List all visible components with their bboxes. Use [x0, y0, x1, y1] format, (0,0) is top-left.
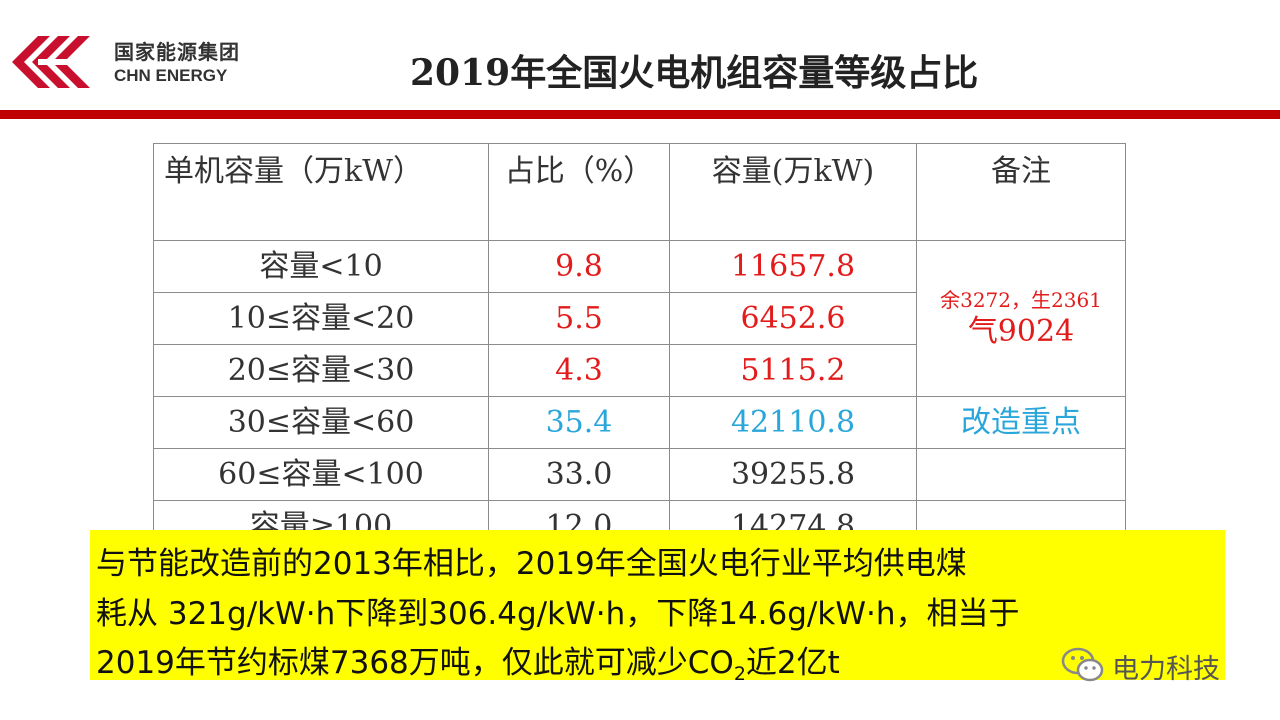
summary-highlight-box [90, 530, 1225, 680]
capacity-table: 单机容量（万kW） 占比（%） 容量(万kW) 备注 容量<10 9.8 116… [153, 143, 1126, 553]
header-capacity: 容量(万kW) [669, 143, 917, 241]
wechat-icon [1061, 647, 1104, 682]
summary-line-3-prefix: 2019年节约标煤7368万吨，仅此就可减少CO [96, 645, 734, 681]
header-note: 备注 [916, 143, 1126, 241]
summary-line-3-suffix: 近2亿t [745, 645, 840, 681]
header-unit-capacity: 单机容量（万kW） [153, 143, 489, 241]
capacity-cell: 42110.8 [669, 396, 917, 449]
share-cell: 4.3 [488, 344, 670, 397]
range-cell: 60≤容量<100 [153, 448, 489, 501]
note-cell-retrofit-focus: 改造重点 [916, 396, 1126, 449]
table-row: 60≤容量<100 33.0 39255.8 [153, 448, 1126, 501]
range-cell: 20≤容量<30 [153, 344, 489, 397]
share-cell: 33.0 [488, 448, 670, 501]
logo-chinese-name: 国家能源集团 [114, 40, 240, 64]
header-share: 占比（%） [488, 143, 670, 241]
watermark-text: 电力科技 [1112, 654, 1220, 685]
note-cell-empty [916, 448, 1126, 501]
header-divider [0, 110, 1280, 119]
capacity-cell: 39255.8 [669, 448, 917, 501]
summary-line-2: 耗从 321g/kW·h下降到306.4g/kW·h，下降14.6g/kW·h，… [96, 596, 1020, 632]
capacity-cell: 11657.8 [669, 240, 917, 293]
range-cell: 10≤容量<20 [153, 292, 489, 345]
page-title: 2019年全国火电机组容量等级占比 [410, 52, 979, 94]
share-cell: 9.8 [488, 240, 670, 293]
logo-english-name: CHN ENERGY [114, 66, 228, 85]
note-line-1: 余3272，生2361 [940, 287, 1102, 312]
table-header-row: 单机容量（万kW） 占比（%） 容量(万kW) 备注 [153, 143, 1126, 241]
table-row: 30≤容量<60 35.4 42110.8 改造重点 [153, 396, 1126, 449]
range-cell: 容量<10 [153, 240, 489, 293]
table-row: 20≤容量<30 4.3 5115.2 [153, 344, 1126, 397]
capacity-cell: 6452.6 [669, 292, 917, 345]
chn-energy-logo-icon [12, 36, 94, 88]
note-line-2: 气9024 [967, 313, 1075, 349]
summary-line-1: 与节能改造前的2013年相比，2019年全国火电行业平均供电煤 [96, 546, 967, 582]
share-cell: 5.5 [488, 292, 670, 345]
table-row: 容量<10 9.8 11657.8 余3272，生2361 气9024 [153, 240, 1126, 397]
capacity-cell: 5115.2 [669, 344, 917, 397]
note-cell-small-units: 余3272，生2361 气9024 [916, 240, 1126, 397]
company-logo: 国家能源集团 CHN ENERGY [12, 30, 272, 94]
summary-line-3: 2019年节约标煤7368万吨，仅此就可减少CO2近2亿t [96, 637, 840, 685]
co2-subscript: 2 [733, 663, 746, 686]
table-row: 10≤容量<20 5.5 6452.6 [153, 292, 1126, 345]
share-cell: 35.4 [488, 396, 670, 449]
range-cell: 30≤容量<60 [153, 396, 489, 449]
